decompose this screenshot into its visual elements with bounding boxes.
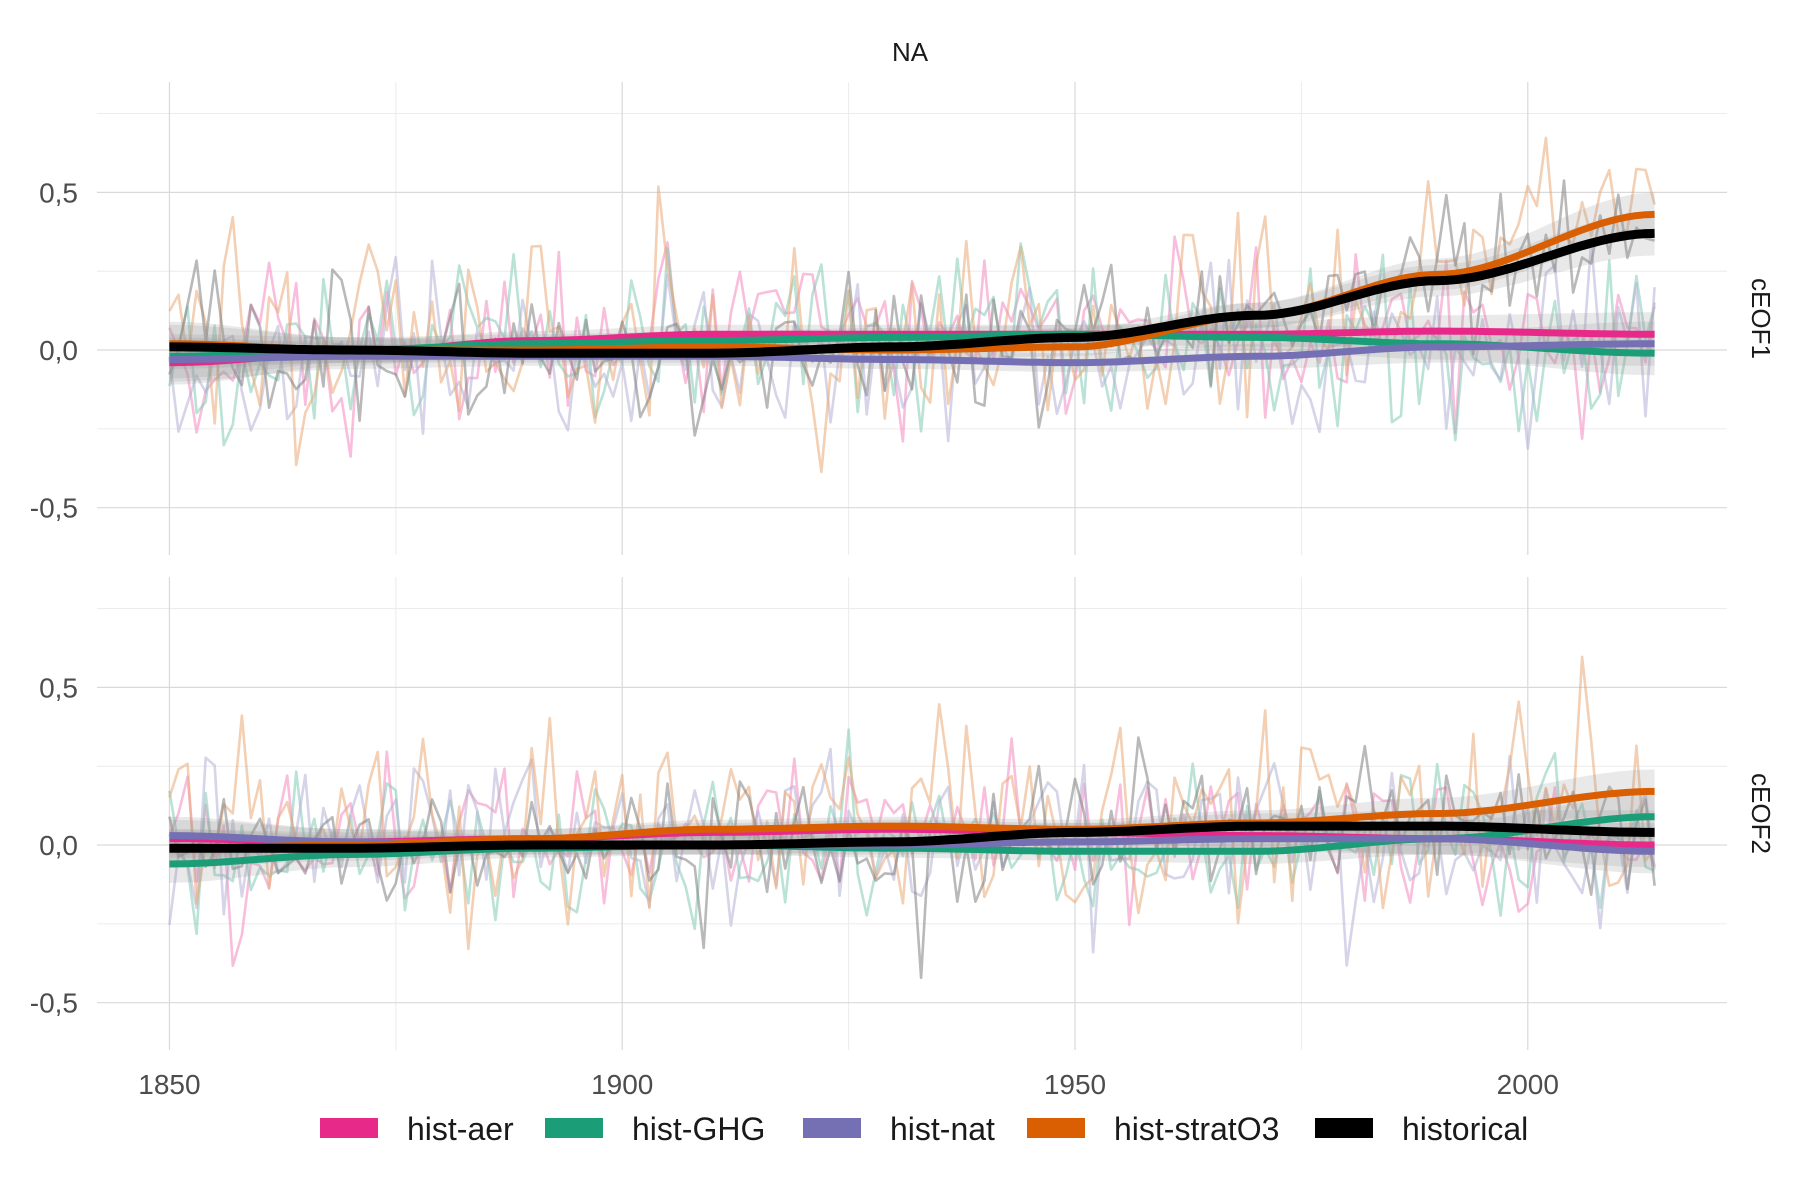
- confidence-band-hist-aer: [169, 819, 1655, 868]
- trend-line-layer: [169, 210, 1655, 367]
- x-tick-label: 2000: [1497, 1069, 1559, 1100]
- legend-label-historical: historical: [1402, 1111, 1528, 1147]
- legend-swatch-hist-GHG: [545, 1118, 603, 1138]
- annual-series-hist-stratO3: [168, 655, 1656, 951]
- y-tick-label: 0,5: [39, 177, 78, 208]
- annual-series-layer: [168, 136, 1656, 474]
- legend-swatch-hist-nat: [803, 1118, 861, 1138]
- legend-label-hist-stratO3: hist-stratO3: [1114, 1111, 1279, 1147]
- legend-swatch-hist-stratO3: [1027, 1118, 1085, 1138]
- trend-line-historical: [169, 821, 1655, 853]
- chart-title: NA: [892, 37, 929, 67]
- panel-cEOF2: -0,5 0,0 0,5 cEOF2: [30, 577, 1776, 1050]
- y-tick-label: -0,5: [30, 493, 78, 524]
- legend-label-hist-GHG: hist-GHG: [632, 1111, 765, 1147]
- y-tick-label: 0,5: [39, 672, 78, 703]
- x-tick-label: 1950: [1044, 1069, 1106, 1100]
- annual-series-hist-nat: [168, 747, 1656, 967]
- trend-line-historical: [169, 228, 1655, 358]
- confidence-band-hist-stratO3: [169, 192, 1655, 366]
- legend-swatch-hist-aer: [320, 1118, 378, 1138]
- y-tick-label: 0,0: [39, 335, 78, 366]
- x-tick-label: 1900: [591, 1069, 653, 1100]
- x-tick-label: 1850: [138, 1069, 200, 1100]
- legend-label-hist-nat: hist-nat: [890, 1111, 995, 1147]
- y-tick-label: 0,0: [39, 830, 78, 861]
- trend-line-layer: [169, 787, 1655, 868]
- legend: hist-aer hist-GHG hist-nat hist-stratO3 hist…: [320, 1111, 1528, 1147]
- panel-strip-label: cEOF1: [1746, 278, 1776, 359]
- panel-cEOF1: -0,5 0,0 0,5 cEOF1: [30, 82, 1776, 555]
- annual-series-hist-stratO3: [168, 136, 1656, 474]
- confidence-band-hist-GHG: [169, 794, 1655, 883]
- legend-label-hist-aer: hist-aer: [407, 1111, 514, 1147]
- confidence-band-hist-aer: [169, 312, 1655, 385]
- legend-swatch-historical: [1315, 1118, 1373, 1138]
- panel-layer: -0,5 0,0 0,5 cEOF1 -0,5 0,0 0,5 cEOF2 1850 1900 19…: [30, 82, 1776, 1100]
- trend-line-hist-nat: [169, 340, 1655, 367]
- y-tick-label: -0,5: [30, 988, 78, 1019]
- panel-strip-label: cEOF2: [1746, 773, 1776, 854]
